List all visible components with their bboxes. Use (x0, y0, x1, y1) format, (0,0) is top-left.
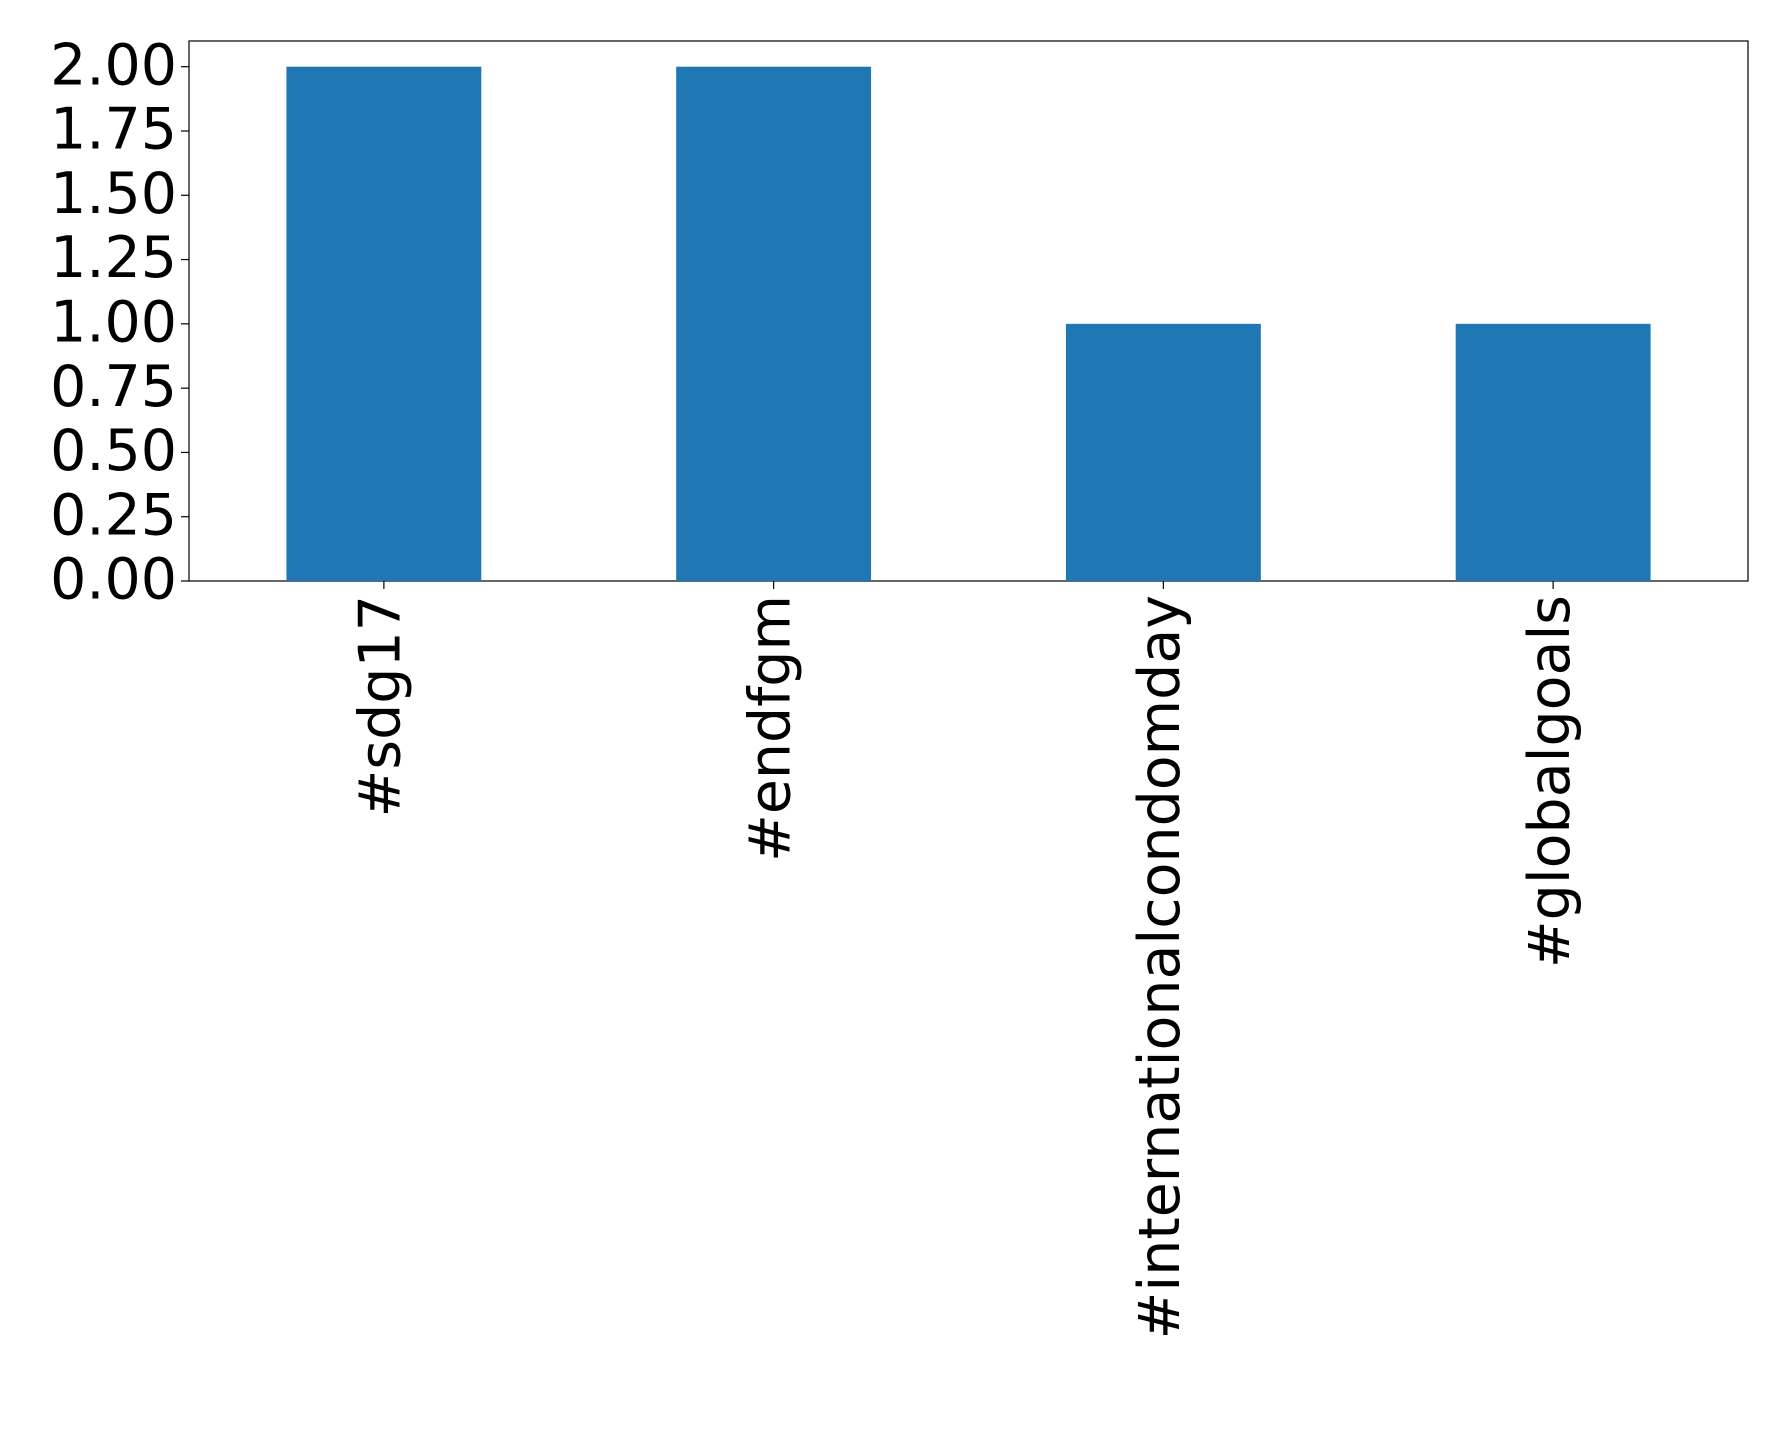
bar (676, 66, 872, 581)
y-tick-label: 0.50 (50, 418, 177, 484)
y-tick-label: 0.75 (50, 354, 177, 420)
y-tick-label: 1.25 (50, 225, 177, 291)
x-tick-label: #globalgoals (1517, 595, 1583, 968)
y-tick-label: 1.00 (50, 289, 177, 355)
bar (1065, 323, 1261, 581)
y-tick-label: 0.00 (50, 547, 177, 613)
y-tick-label: 1.75 (50, 97, 177, 163)
bar (286, 66, 482, 581)
bar (1455, 323, 1651, 581)
x-tick-label: #internationalcondomday (1127, 595, 1193, 1339)
plot-frame (188, 40, 1749, 582)
y-tick-label: 0.25 (50, 482, 177, 548)
y-tick-label: 2.00 (50, 32, 177, 98)
x-tick-label: #endfgm (737, 595, 803, 862)
y-tick-label: 1.50 (50, 161, 177, 227)
x-tick-label: #sdg17 (348, 595, 414, 817)
